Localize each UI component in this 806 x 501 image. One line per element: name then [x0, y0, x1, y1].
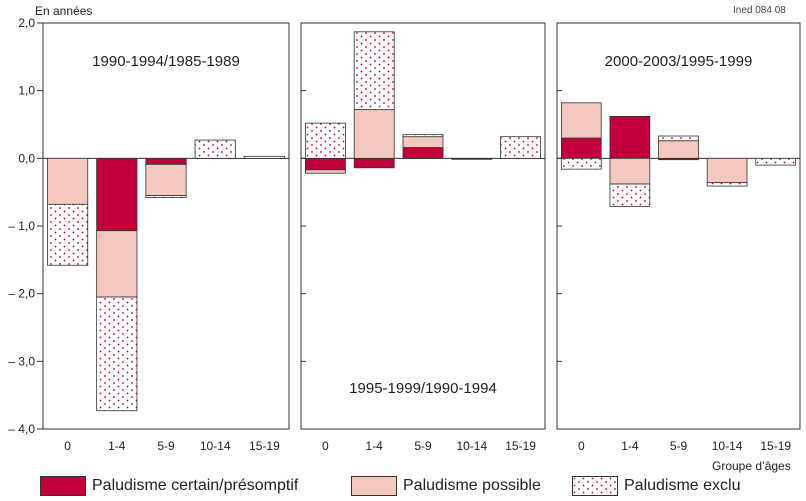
- bar-segment-possible: [353, 109, 395, 159]
- x-tick-label: 0: [64, 439, 71, 453]
- y-tick-label: 0,0: [18, 151, 35, 165]
- x-tick-label: 5-9: [414, 439, 432, 453]
- y-tick-label: – 2,0: [8, 287, 35, 301]
- bar-segment-exclu: [353, 31, 395, 111]
- legend-item-exclu: Paludisme exclu: [572, 474, 741, 498]
- x-tick-label: 15-19: [505, 439, 536, 453]
- x-axis-title: Groupe d’âges: [712, 459, 791, 473]
- bar-segment-possible: [304, 169, 346, 174]
- unit-label: En années: [35, 4, 93, 18]
- bar-segment-certain: [609, 115, 651, 159]
- bar-segment-exclu: [47, 203, 89, 266]
- panel-title: 1990-1994/1985-1989: [92, 53, 240, 70]
- bar-segment-certain: [145, 157, 187, 165]
- bar-segment-exclu: [560, 157, 602, 170]
- bar-segment-possible: [706, 157, 748, 184]
- bar-segment-exclu: [609, 183, 651, 207]
- legend-swatch-certain: [40, 476, 86, 496]
- x-tick-label: 10-14: [456, 439, 487, 453]
- bar-segment-certain: [560, 137, 602, 159]
- y-tick-label: – 4,0: [8, 422, 35, 436]
- bar-segment-exclu: [658, 135, 699, 142]
- x-tick-label: 0: [578, 439, 585, 453]
- bar-segment-exclu: [402, 134, 444, 138]
- x-tick-label: 15-19: [249, 439, 280, 453]
- y-tick-label: 1,0: [18, 84, 35, 98]
- x-tick-label: 10-14: [200, 439, 231, 453]
- panel-frame: [556, 22, 801, 430]
- panel-title: 1995-1999/1990-1994: [349, 380, 497, 397]
- legend-label-exclu: Paludisme exclu: [624, 477, 741, 494]
- bar-segment-exclu: [145, 195, 187, 198]
- bar-segment-possible: [658, 140, 699, 159]
- bar-segment-possible: [145, 164, 187, 196]
- x-tick-label: 0: [322, 439, 329, 453]
- bar-segment-certain: [402, 147, 444, 159]
- x-tick-label: 1-4: [366, 439, 384, 453]
- bar-segment-exclu: [96, 296, 138, 412]
- bar-segment-exclu: [706, 182, 748, 187]
- panel-frame: [42, 22, 290, 430]
- bar-segment-possible: [47, 157, 89, 205]
- x-tick-label: 5-9: [157, 439, 175, 453]
- panel-frame: [300, 22, 546, 430]
- legend-swatch-exclu: [572, 476, 618, 496]
- bar-segment-exclu: [500, 136, 542, 159]
- legend-item-certain: Paludisme certain/présomptif: [40, 474, 298, 498]
- x-tick-label: 5-9: [670, 439, 688, 453]
- bar-segment-exclu: [194, 139, 236, 159]
- x-tick-label: 1-4: [621, 439, 639, 453]
- bar-segment-certain: [96, 157, 138, 232]
- bar-segment-certain: [451, 157, 493, 160]
- bar-segment-exclu: [755, 157, 797, 166]
- x-tick-label: 10-14: [712, 439, 743, 453]
- legend-label-possible: Paludisme possible: [403, 477, 541, 494]
- bar-segment-certain: [304, 157, 346, 171]
- x-tick-label: 15-19: [760, 439, 791, 453]
- bar-segment-exclu: [304, 122, 346, 159]
- legend-item-possible: Paludisme possible: [351, 474, 541, 498]
- bar-segment-possible: [96, 230, 138, 298]
- panel-title: 2000-2003/1995-1999: [605, 53, 753, 70]
- legend-swatch-possible: [351, 476, 397, 496]
- x-tick-label: 1-4: [108, 439, 126, 453]
- bar-segment-exclu: [243, 155, 285, 159]
- bar-segment-possible: [560, 102, 602, 139]
- y-tick-label: 2,0: [18, 16, 35, 30]
- bar-segment-possible: [609, 157, 651, 185]
- bar-segment-certain: [353, 157, 395, 169]
- legend-label-certain: Paludisme certain/présomptif: [92, 477, 299, 494]
- y-tick-label: – 1,0: [8, 219, 35, 233]
- y-tick-label: – 3,0: [8, 354, 35, 368]
- source-code: Ined 084 08: [733, 5, 786, 16]
- bar-segment-possible: [402, 136, 444, 148]
